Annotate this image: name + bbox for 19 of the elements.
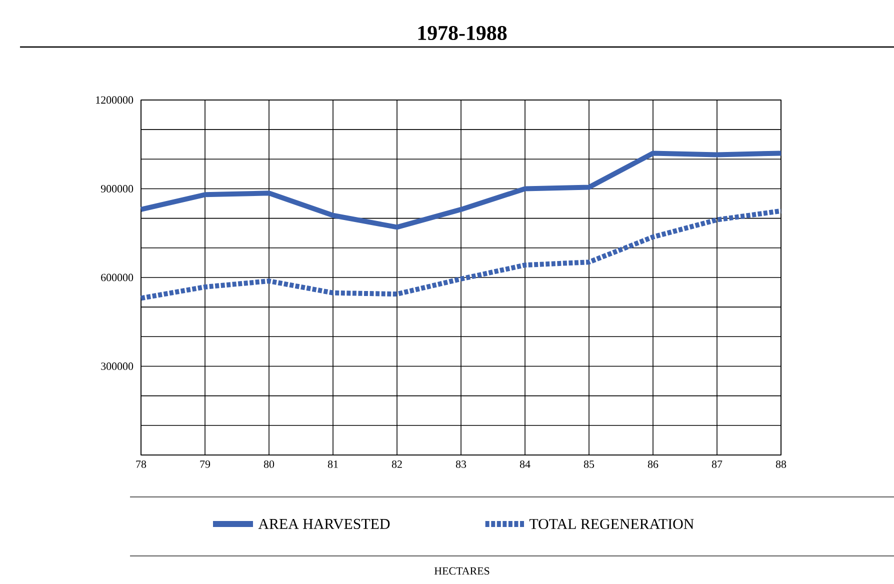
y-tick-label: 600000	[101, 274, 134, 282]
legend-label: TOTAL REGENERATION	[529, 518, 694, 529]
y-tick-label: 1200000	[96, 96, 134, 104]
text: HECTARES	[434, 567, 490, 575]
x-tick-label: 84	[520, 460, 530, 468]
x-tick-label: 88	[776, 460, 786, 468]
x-tick-label: 87	[712, 460, 722, 468]
legend-label: AREA HARVESTED	[258, 518, 390, 530]
chart-title: 1978-1988	[418, 26, 507, 40]
x-tick-label: 83	[456, 460, 466, 468]
y-tick-label: 300000	[101, 362, 134, 370]
y-tick-label: 900000	[100, 185, 134, 192]
x-tick-label: 80	[264, 460, 274, 468]
x-tick-label: 85	[584, 460, 594, 468]
x-tick-label: 79	[200, 460, 210, 468]
x-tick-label: 78	[136, 460, 146, 468]
x-tick-label: 82	[392, 460, 402, 468]
x-tick-label: 81	[328, 460, 338, 468]
x-tick-label: 86	[648, 460, 658, 468]
